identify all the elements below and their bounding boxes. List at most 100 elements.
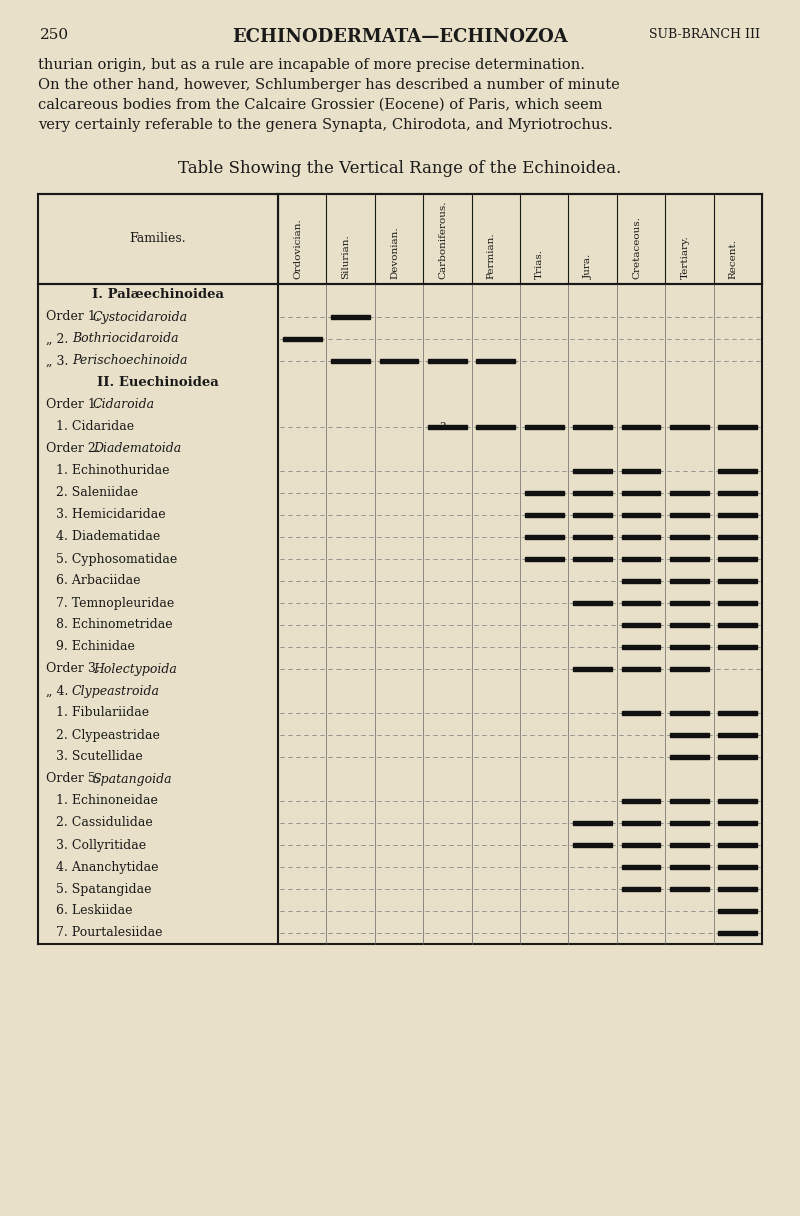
Text: 1. Echinothuridae: 1. Echinothuridae [56, 465, 170, 478]
Text: Recent.: Recent. [729, 240, 738, 278]
Bar [718, 601, 757, 606]
Text: 5. Spatangidae: 5. Spatangidae [56, 883, 151, 895]
Text: 1. Fibulariidae: 1. Fibulariidae [56, 706, 149, 720]
Bar [670, 513, 709, 517]
Bar [718, 513, 757, 517]
Bar [477, 359, 515, 364]
Text: Order 2.: Order 2. [46, 443, 104, 456]
Text: 2. Saleniidae: 2. Saleniidae [56, 486, 138, 500]
Bar [622, 711, 660, 715]
Text: 2. Cassidulidae: 2. Cassidulidae [56, 816, 153, 829]
Bar [670, 821, 709, 824]
Text: Permian.: Permian. [486, 232, 496, 278]
Bar [670, 426, 709, 429]
Bar [477, 426, 515, 429]
Bar [622, 535, 660, 539]
Text: 7. Pourtalesiidae: 7. Pourtalesiidae [56, 927, 162, 940]
Text: Clypeastroida: Clypeastroida [72, 685, 160, 698]
Bar [718, 535, 757, 539]
Bar [574, 821, 612, 824]
Bar [670, 491, 709, 495]
Text: „ 2.: „ 2. [46, 332, 72, 345]
Bar [718, 491, 757, 495]
Bar [525, 535, 563, 539]
Bar [622, 886, 660, 891]
Bar [718, 623, 757, 627]
Bar [718, 644, 757, 649]
Bar [525, 491, 563, 495]
Bar [670, 711, 709, 715]
Bar [574, 843, 612, 848]
Text: Order 1.: Order 1. [46, 399, 104, 411]
Bar [622, 799, 660, 803]
Bar [622, 843, 660, 848]
Text: 7. Temnopleuridae: 7. Temnopleuridae [56, 597, 174, 609]
Bar [670, 623, 709, 627]
Bar [331, 315, 370, 319]
Text: Bothriocidaroida: Bothriocidaroida [72, 332, 178, 345]
Text: ?: ? [439, 422, 446, 432]
Bar [622, 821, 660, 824]
Text: II. Euechinoidea: II. Euechinoidea [97, 377, 219, 389]
Text: Order 1.: Order 1. [46, 310, 104, 323]
Bar [670, 668, 709, 671]
Text: Jura.: Jura. [584, 254, 593, 278]
Text: 5. Cyphosomatidae: 5. Cyphosomatidae [56, 552, 178, 565]
Bar [670, 644, 709, 649]
Bar [574, 668, 612, 671]
Text: 1. Echinoneidae: 1. Echinoneidae [56, 794, 158, 807]
Text: 3. Collyritidae: 3. Collyritidae [56, 839, 146, 851]
Text: 250: 250 [40, 28, 69, 43]
Text: On the other hand, however, Schlumberger has described a number of minute: On the other hand, however, Schlumberger… [38, 78, 620, 92]
Bar [670, 579, 709, 582]
Bar [574, 513, 612, 517]
Text: 3. Scutellidae: 3. Scutellidae [56, 750, 142, 764]
Bar [718, 733, 757, 737]
Bar [718, 910, 757, 913]
Text: Tertiary.: Tertiary. [681, 235, 690, 278]
Text: Holectypoida: Holectypoida [93, 663, 177, 676]
Text: 9. Echinidae: 9. Echinidae [56, 641, 135, 653]
Bar [718, 843, 757, 848]
Bar [622, 865, 660, 869]
Bar [718, 755, 757, 759]
Bar [622, 668, 660, 671]
Bar [574, 426, 612, 429]
Bar [574, 601, 612, 606]
Text: SUB-BRANCH III: SUB-BRANCH III [649, 28, 760, 41]
Text: Perischoechinoida: Perischoechinoida [72, 355, 187, 367]
Bar [574, 491, 612, 495]
Bar [718, 557, 757, 561]
Bar [622, 623, 660, 627]
Text: Order 3.: Order 3. [46, 663, 104, 676]
Text: Diadematoida: Diadematoida [93, 443, 181, 456]
Bar [428, 359, 466, 364]
Bar [670, 601, 709, 606]
Text: Cretaceous.: Cretaceous. [632, 216, 641, 278]
Bar [525, 557, 563, 561]
Bar [670, 865, 709, 869]
Bar [670, 557, 709, 561]
Bar [718, 711, 757, 715]
Bar [718, 865, 757, 869]
Bar [380, 359, 418, 364]
Text: „ 3.: „ 3. [46, 355, 72, 367]
Text: thurian origin, but as a rule are incapable of more precise determination.: thurian origin, but as a rule are incapa… [38, 58, 585, 72]
Bar [283, 337, 322, 340]
Bar [718, 886, 757, 891]
Text: Families.: Families. [130, 232, 186, 246]
Bar [718, 579, 757, 582]
Text: 4. Ananchytidae: 4. Ananchytidae [56, 861, 158, 873]
Bar [574, 469, 612, 473]
Bar [718, 821, 757, 824]
Text: Devonian.: Devonian. [390, 226, 399, 278]
Bar [622, 491, 660, 495]
Text: Cystocidaroida: Cystocidaroida [93, 310, 188, 323]
Bar [718, 426, 757, 429]
Bar [718, 469, 757, 473]
Text: Cidaroida: Cidaroida [93, 399, 155, 411]
Text: very certainly referable to the genera Synapta, Chirodota, and Myriotrochus.: very certainly referable to the genera S… [38, 118, 613, 133]
Text: 4. Diadematidae: 4. Diadematidae [56, 530, 160, 544]
Bar [622, 513, 660, 517]
Bar [622, 469, 660, 473]
